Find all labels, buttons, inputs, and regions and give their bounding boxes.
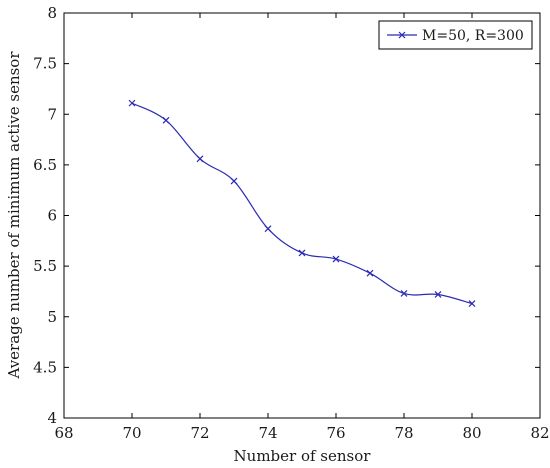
- data-point-marker: [434, 291, 442, 298]
- data-point-marker: [264, 225, 272, 233]
- plot-frame: [63, 12, 541, 419]
- x-tick-label: 70: [122, 424, 141, 442]
- x-tick-label: 78: [394, 424, 413, 442]
- x-tick-label: 68: [54, 424, 73, 442]
- data-point-marker: [298, 249, 306, 257]
- axis-ticks: 68 70 72 74 76 78 80 82 4 4.5 5 5.5 6 6.5 7 7.5 8: [33, 4, 549, 442]
- y-tick-label: 8: [47, 4, 57, 22]
- legend-label: M=50, R=300: [422, 28, 524, 44]
- x-tick-label: 76: [326, 424, 345, 442]
- legend-marker: [398, 31, 406, 39]
- y-tick-label: 5: [47, 308, 57, 326]
- x-tick-label: 80: [462, 424, 481, 442]
- y-tick-label: 6: [47, 207, 57, 225]
- data-point-marker: [196, 155, 204, 163]
- data-point-marker: [366, 269, 374, 277]
- x-tick-label: 72: [190, 424, 209, 442]
- data-point-marker: [230, 177, 238, 185]
- y-tick-label: 4.5: [33, 358, 57, 376]
- y-tick-label: 5.5: [33, 257, 57, 275]
- series-group: [128, 99, 476, 308]
- y-tick-label: 4: [47, 409, 57, 427]
- data-point-marker: [162, 116, 170, 124]
- legend: M=50, R=300: [378, 20, 533, 50]
- data-point-marker: [468, 300, 476, 308]
- x-tick-label: 82: [530, 424, 549, 442]
- x-tick-label: 74: [258, 424, 277, 442]
- y-axis-title: Average number of minimum active sensor: [5, 51, 23, 380]
- x-axis-title: Number of sensor: [234, 447, 372, 465]
- data-point-marker: [400, 290, 408, 297]
- series-line: [131, 102, 473, 305]
- y-tick-label: 7: [47, 105, 57, 123]
- y-tick-label: 6.5: [33, 156, 57, 174]
- data-point-marker: [128, 99, 136, 107]
- y-tick-label: 7.5: [33, 55, 57, 73]
- data-point-marker: [332, 255, 340, 263]
